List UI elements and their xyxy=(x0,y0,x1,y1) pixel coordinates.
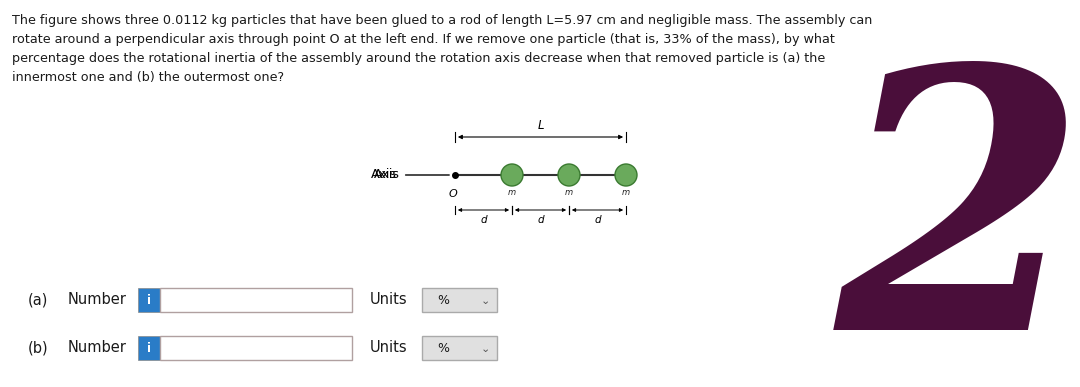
Text: ⌄: ⌄ xyxy=(481,344,489,354)
Text: (b): (b) xyxy=(28,341,49,356)
Text: d: d xyxy=(594,215,600,225)
Text: Axis: Axis xyxy=(372,168,397,182)
Bar xyxy=(160,288,352,312)
Bar xyxy=(422,288,497,312)
Text: O: O xyxy=(448,189,457,199)
Bar xyxy=(138,288,160,312)
Bar xyxy=(422,336,497,360)
Text: Units: Units xyxy=(370,293,407,308)
Text: m: m xyxy=(565,188,573,197)
Text: innermost one and (b) the outermost one?: innermost one and (b) the outermost one? xyxy=(12,71,284,84)
Text: d: d xyxy=(537,215,544,225)
Text: rotate around a perpendicular axis through point O at the left end. If we remove: rotate around a perpendicular axis throu… xyxy=(12,33,835,46)
Text: L: L xyxy=(537,119,543,132)
Text: m: m xyxy=(622,188,630,197)
Text: i: i xyxy=(147,293,151,307)
Circle shape xyxy=(501,164,523,186)
Text: %: % xyxy=(437,293,449,307)
Text: 2: 2 xyxy=(835,55,1080,387)
Bar xyxy=(160,336,352,360)
Text: Number: Number xyxy=(68,293,126,308)
Text: i: i xyxy=(147,341,151,354)
Text: %: % xyxy=(437,341,449,354)
Text: Axis: Axis xyxy=(374,168,449,182)
Text: Units: Units xyxy=(370,341,407,356)
Circle shape xyxy=(615,164,637,186)
Text: d: d xyxy=(481,215,487,225)
Text: ⌄: ⌄ xyxy=(481,296,489,306)
Bar xyxy=(138,336,160,360)
Text: Number: Number xyxy=(68,341,126,356)
Text: (a): (a) xyxy=(28,293,49,308)
Text: percentage does the rotational inertia of the assembly around the rotation axis : percentage does the rotational inertia o… xyxy=(12,52,825,65)
Circle shape xyxy=(558,164,580,186)
Text: m: m xyxy=(508,188,516,197)
Text: The figure shows three 0.0112 kg particles that have been glued to a rod of leng: The figure shows three 0.0112 kg particl… xyxy=(12,14,873,27)
